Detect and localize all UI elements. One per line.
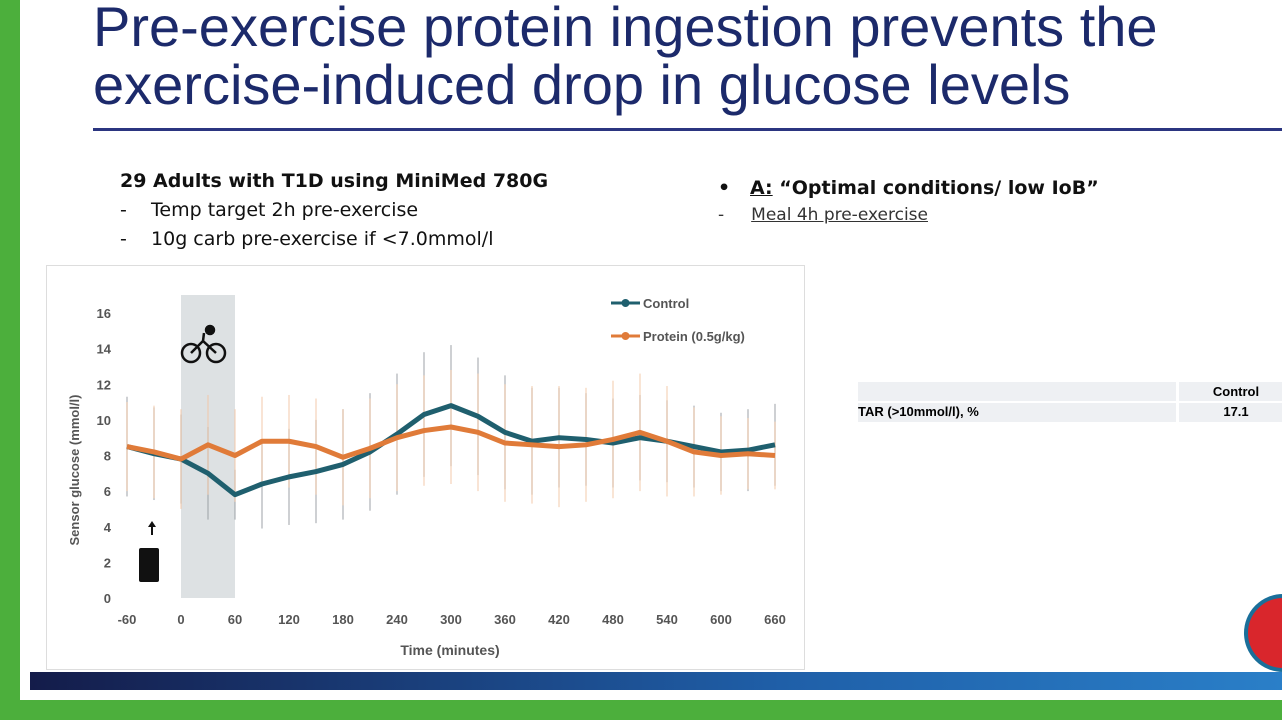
condition: • A: “Optimal conditions/ low IoB” [718,177,1099,199]
condition-sub-text: Meal 4h pre-exercise [751,205,928,225]
legend-marker [621,299,630,307]
table-row-label: TAR (>10mmol/l), % [858,404,979,419]
y-tick-label: 0 [104,591,111,606]
x-tick-label: 480 [602,612,624,627]
study-heading: 29 Adults with T1D using MiniMed 780G [120,170,549,192]
legend-label: Control [643,296,689,311]
condition-label: A: [750,177,773,199]
x-tick-label: 0 [177,612,184,627]
y-tick-label: 2 [104,555,111,570]
y-axis-title: Sensor glucose (mmol/l) [67,395,82,546]
table-cell: 17.1 [1223,404,1249,419]
y-tick-label: 12 [97,377,111,392]
legend-label: Protein (0.5g/kg) [643,329,745,344]
x-tick-label: 540 [656,612,678,627]
x-tick-label: 420 [548,612,570,627]
x-tick-label: 60 [228,612,242,627]
x-tick-label: 360 [494,612,516,627]
bullet-text: Temp target 2h pre-exercise [151,199,419,221]
y-tick-label: 4 [104,520,112,535]
title-line: Pre-exercise protein ingestion prevents … [93,0,1158,58]
y-tick-label: 10 [97,413,111,428]
condition-sub: - Meal 4h pre-exercise [718,205,928,225]
chart-frame [46,265,805,670]
x-tick-label: 600 [710,612,732,627]
x-tick-label: 120 [278,612,300,627]
title-line: exercise-induced drop in glucose levels [93,53,1071,116]
logo [1244,594,1282,672]
bullet-text: 10g carb pre-exercise if <7.0mmol/l [151,228,494,250]
y-tick-label: 8 [104,449,111,464]
bullet: - Temp target 2h pre-exercise [120,199,419,221]
x-tick-label: 300 [440,612,462,627]
x-axis-title: Time (minutes) [400,642,499,658]
y-tick-label: 6 [104,484,111,499]
bike-icon [180,324,227,364]
x-tick-label: 180 [332,612,354,627]
y-tick-label: 14 [97,342,112,357]
condition-text: “Optimal conditions/ low IoB” [779,177,1099,199]
table-header: Control [1212,384,1260,399]
drink-icon [139,521,159,582]
footer-bar [30,672,1282,690]
table: Control TAR (>10mmol/l), % 17.1 [858,382,1282,422]
y-tick-label: 16 [97,306,111,321]
chart: Sensor glucose (mmol/l) Time (minutes) 0… [46,265,805,670]
x-tick-label: 660 [764,612,786,627]
title-rule [93,128,1282,131]
table-divider [858,401,1282,403]
x-tick-label: 240 [386,612,408,627]
legend-marker [621,332,630,340]
series-line [126,424,776,462]
x-tick-label: -60 [118,612,137,627]
bullet: - 10g carb pre-exercise if <7.0mmol/l [120,228,494,250]
